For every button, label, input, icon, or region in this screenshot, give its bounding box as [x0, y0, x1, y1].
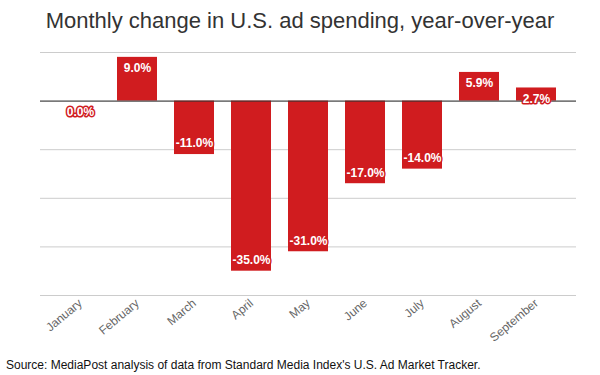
html-text:Source: MediaPost analysis of: Source: MediaPost analysis of data from …	[6, 358, 481, 372]
svg-text:9.0%: 9.0%	[124, 61, 152, 75]
svg-text:January: January	[43, 296, 85, 334]
svg-text:August: August	[446, 296, 484, 331]
svg-text:-17.0%: -17.0%	[346, 166, 384, 180]
svg-text:-14.0%: -14.0%	[403, 151, 441, 165]
svg-text:March: March	[164, 296, 199, 328]
svg-text:April: April	[229, 296, 256, 322]
svg-text:February: February	[96, 296, 142, 338]
svg-text:July: July	[402, 296, 427, 320]
html-text:Monthly change in U.S. ad spen: Monthly change in U.S. ad spending, year…	[45, 8, 555, 33]
svg-text:-11.0%: -11.0%	[176, 136, 214, 150]
svg-text:June: June	[341, 296, 370, 324]
svg-text:May: May	[287, 296, 313, 321]
svg-text:September: September	[487, 296, 541, 344]
svg-text:0.0%: 0.0%	[67, 105, 95, 119]
svg-text:2.7%: 2.7%	[523, 92, 551, 106]
svg-text:-31.0%: -31.0%	[289, 234, 327, 248]
svg-text:5.9%: 5.9%	[466, 76, 494, 90]
svg-text:-35.0%: -35.0%	[232, 253, 270, 267]
